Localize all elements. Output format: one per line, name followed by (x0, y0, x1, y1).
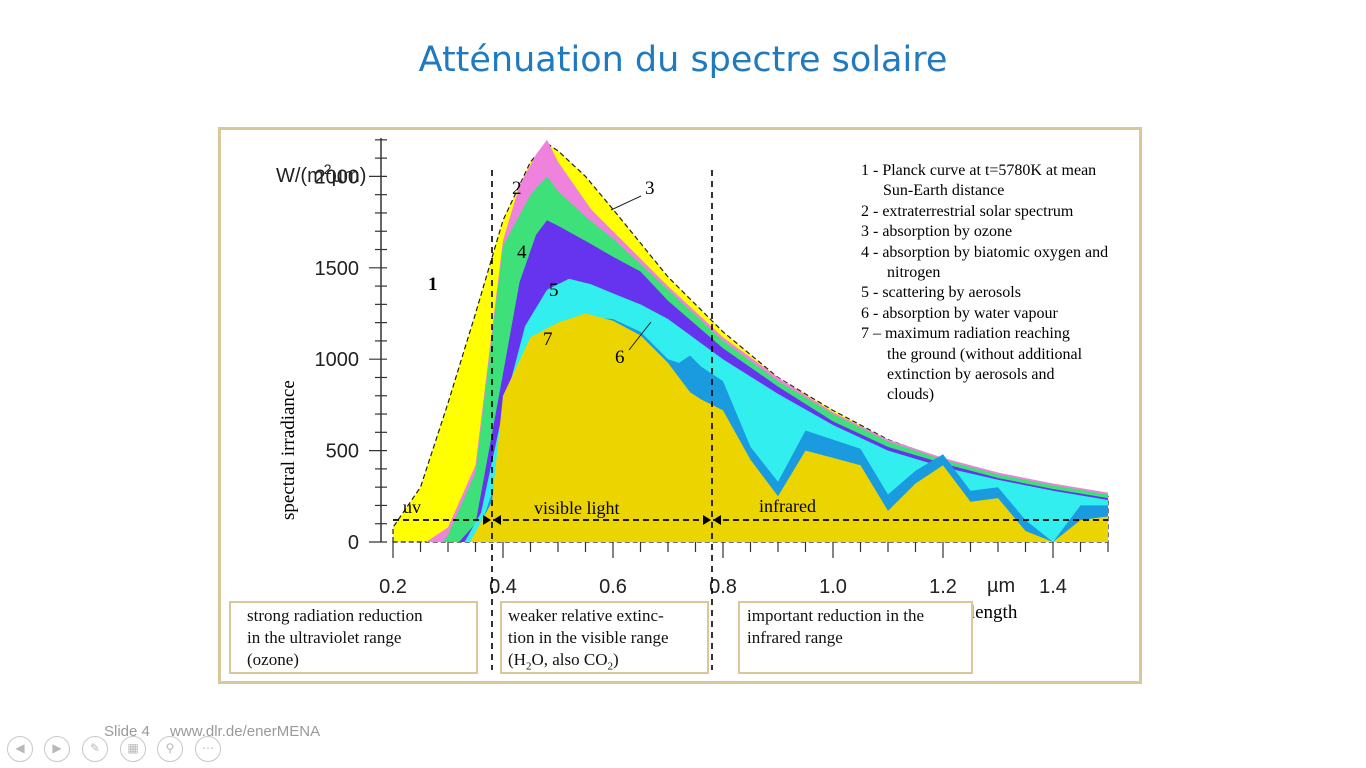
x-tick-label: 1.4 (1039, 576, 1067, 598)
legend: 1 - Planck curve at t=5780K at mean Sun-… (861, 162, 1108, 403)
y-tick-label: 500 (326, 441, 359, 463)
area-label-1: 1 (428, 274, 438, 295)
legend-item-4-cont: nitrogen (887, 264, 940, 281)
area-label-3: 3 (645, 178, 655, 199)
area-label-2: 2 (512, 178, 522, 199)
area-label-4: 4 (517, 242, 527, 263)
series-area-7 (470, 313, 1108, 542)
arrow-head-visible-right (703, 515, 711, 525)
arrow-head-infrared-left (713, 515, 721, 525)
footer-url: www.dlr.de/enerMENA (170, 723, 321, 740)
zoom-icon[interactable]: ⚲ (157, 736, 183, 762)
y-tick-label: 1000 (315, 349, 360, 371)
legend-item-7-cont1: the ground (without additional (887, 346, 1083, 363)
legend-item-7: 7 – maximum radiation reaching (861, 325, 1070, 342)
legend-item-6: 6 - absorption by water vapour (861, 305, 1059, 322)
legend-item-5: 5 - scattering by aerosols (861, 284, 1021, 301)
spectrum-chart: 2000 1500 1000 500 0 0.2 0.4 0.6 0.8 1.0 1.2 1.4 W/… (276, 138, 1109, 670)
x-unit-label: µm (987, 575, 1015, 597)
pen-icon[interactable]: ✎ (82, 736, 108, 762)
area-label-6: 6 (615, 347, 625, 368)
slide-number: Slide 4 (104, 723, 150, 740)
slides-icon[interactable]: ▦ (120, 736, 146, 762)
area-label-6-leader (628, 321, 652, 351)
area-label-3-leader (610, 195, 642, 211)
y-tick-label: 1500 (315, 258, 360, 280)
y-unit-label: W/(m2µm) (276, 161, 366, 187)
legend-item-2: 2 - extraterrestrial solar spectrum (861, 203, 1074, 220)
y-tick-label: 2000 (315, 166, 360, 188)
area-label-5: 5 (549, 280, 559, 301)
note-visible: weaker relative extinc- tion in the visi… (500, 601, 709, 674)
legend-item-1: 1 - Planck curve at t=5780K at mean (861, 162, 1096, 179)
x-tick-label: 1.2 (929, 576, 957, 598)
legend-item-4: 4 - absorption by biatomic oxygen and (861, 244, 1108, 261)
axes: 2000 1500 1000 500 0 0.2 0.4 0.6 0.8 1.0 1.2 1.4 (315, 138, 1109, 598)
region-uv-label: uv (403, 497, 421, 517)
y-axis-label: spectral irradiance (278, 380, 299, 520)
x-tick-label: 0.8 (709, 576, 737, 598)
y-tick-label: 0 (348, 532, 359, 554)
slide-title: Atténuation du spectre solaire (418, 40, 948, 80)
slide-footer: Slide 4 www.dlr.de/enerMENA (104, 723, 336, 740)
note-uv: strong radiation reduction in the ultrav… (229, 601, 478, 674)
legend-item-1-cont: Sun-Earth distance (883, 182, 1004, 199)
region-arrows (393, 515, 1108, 525)
x-tick-label: 1.0 (819, 576, 847, 598)
series-areas (392, 139, 1109, 543)
legend-item-7-cont2: extinction by aerosols and (887, 366, 1055, 383)
area-label-7: 7 (543, 329, 553, 350)
x-tick-label: 0.4 (489, 576, 517, 598)
figure-frame: 2000 1500 1000 500 0 0.2 0.4 0.6 0.8 1.0 1.2 1.4 W/… (218, 127, 1142, 684)
x-tick-label: 0.6 (599, 576, 627, 598)
arrow-head-uv-right (483, 515, 491, 525)
region-visible-label: visible light (534, 498, 620, 518)
arrow-head-visible-left (493, 515, 501, 525)
previous-slide-icon[interactable]: ◀ (7, 736, 33, 762)
region-infrared-label: infrared (759, 496, 816, 516)
more-icon[interactable]: ⋯ (195, 736, 221, 762)
legend-item-7-cont3: clouds) (887, 386, 934, 403)
note-infrared: important reduction in the infrared rang… (738, 601, 973, 674)
legend-item-3: 3 - absorption by ozone (861, 223, 1012, 240)
next-slide-icon[interactable]: ▶ (44, 736, 70, 762)
x-tick-label: 0.2 (379, 576, 407, 598)
